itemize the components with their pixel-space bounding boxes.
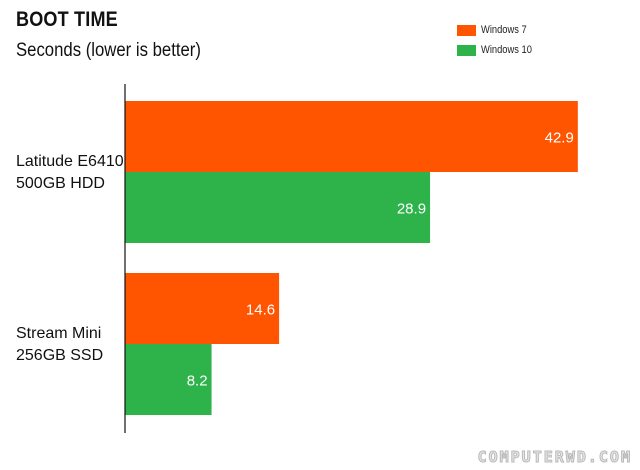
bar-latitude-e6410-windows-7	[125, 101, 578, 172]
data-label-stream-mini-windows-10: 8.2	[187, 373, 208, 390]
bar-stream-mini-windows-10	[125, 344, 212, 415]
legend: Windows 7 Windows 10	[457, 20, 541, 60]
legend-swatch-windows-10	[457, 44, 476, 56]
chart-subtitle: Seconds (lower is better)	[16, 40, 201, 61]
chart-title: BOOT TIME	[16, 8, 118, 31]
legend-label-windows-10: Windows 10	[481, 44, 532, 56]
category-label-stream-mini-line-1: Stream Mini	[16, 325, 101, 342]
legend-item-windows-7: Windows 7	[457, 20, 541, 40]
legend-item-windows-10: Windows 10	[457, 40, 541, 60]
legend-swatch-windows-7	[457, 24, 476, 36]
data-label-latitude-e6410-windows-7: 42.9	[545, 130, 574, 147]
bar-stream-mini-windows-7	[125, 273, 280, 344]
category-label-latitude-e6410-line-1: Latitude E6410	[16, 153, 124, 170]
category-label-latitude-e6410-line-2: 500GB HDD	[16, 175, 105, 192]
data-label-stream-mini-windows-7: 14.6	[246, 302, 275, 319]
watermark: COMPUTERWD.COM	[477, 448, 632, 467]
category-label-stream-mini-line-2: 256GB SSD	[16, 347, 103, 364]
bar-latitude-e6410-windows-10	[125, 172, 431, 243]
legend-label-windows-7: Windows 7	[481, 24, 527, 36]
data-label-latitude-e6410-windows-10: 28.9	[397, 201, 426, 218]
